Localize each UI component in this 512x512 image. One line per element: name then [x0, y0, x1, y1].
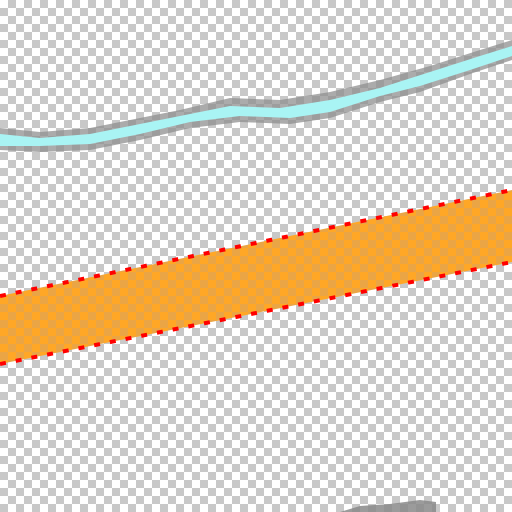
orange-band-top-edge	[0, 188, 512, 298]
cyan-stroke-outline	[0, 40, 512, 152]
gray-stroke-fragment	[340, 500, 436, 512]
partial-gray-stroke[interactable]	[340, 500, 436, 512]
cyan-brush-stroke[interactable]	[0, 40, 512, 152]
orange-band-fill	[0, 190, 512, 364]
orange-selection-band[interactable]	[0, 188, 512, 366]
orange-band-bottom-edge	[0, 260, 512, 366]
